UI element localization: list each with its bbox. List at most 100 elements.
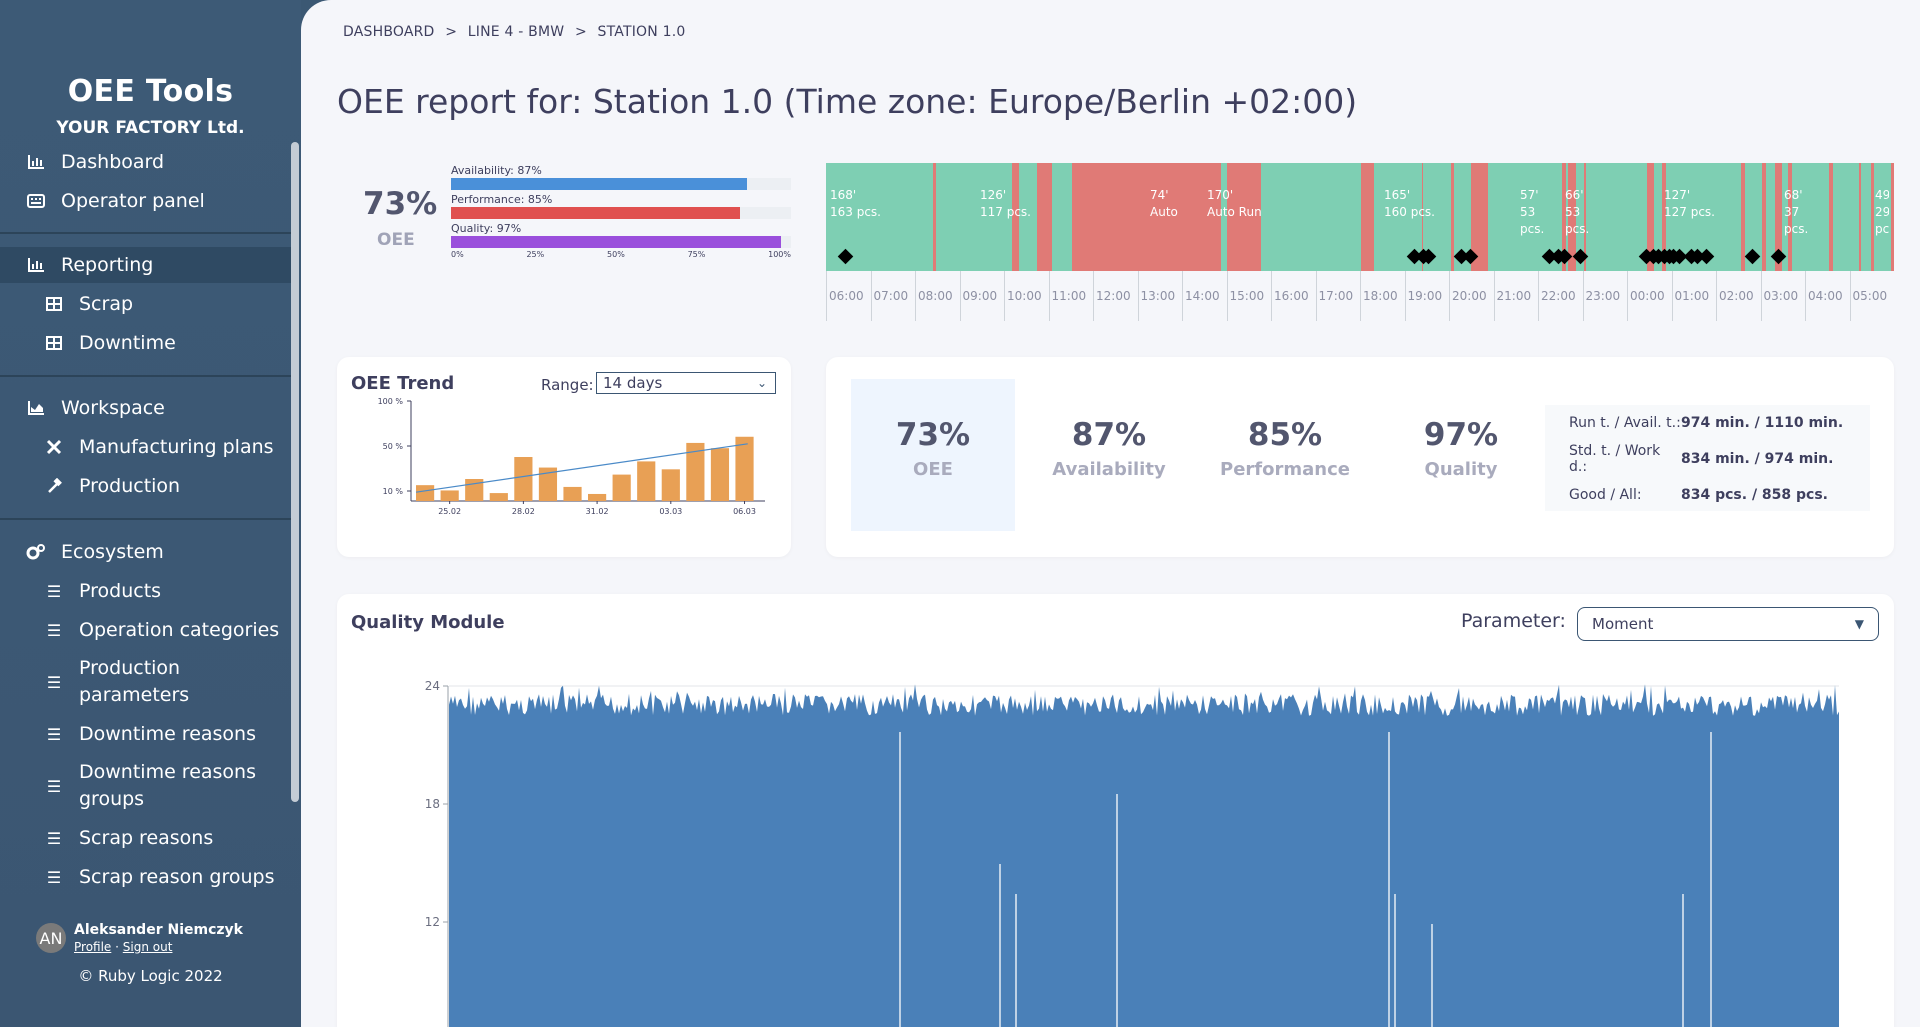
sidebar-item-scrap-reasons[interactable]: ☰ Scrap reasons <box>0 820 292 856</box>
timeline-run-segment[interactable] <box>1745 163 1762 271</box>
timeline-run-segment[interactable] <box>1861 163 1871 271</box>
profile-link[interactable]: Profile <box>74 940 112 954</box>
sidebar-item-scrap[interactable]: Scrap <box>0 286 292 322</box>
timeline-run-segment[interactable] <box>1833 163 1859 271</box>
sidebar-item-manufacturing-plans[interactable]: Manufacturing plans <box>0 429 292 465</box>
timeline-hour-label: 13:00 <box>1140 289 1176 303</box>
timeline-downtime-segment[interactable] <box>1741 163 1745 271</box>
sidebar-item-label: Products <box>79 580 162 602</box>
timeline-run-segment[interactable] <box>1792 163 1829 271</box>
timeline-downtime-segment[interactable] <box>1859 163 1861 271</box>
timeline-tick <box>1315 271 1317 321</box>
kpi-label: Availability <box>1052 459 1166 480</box>
trend-bar <box>612 474 631 501</box>
timeline-downtime-segment[interactable] <box>1788 163 1792 271</box>
timeline-run-segment[interactable] <box>1874 163 1891 271</box>
kpi-value: 85% <box>1247 417 1323 453</box>
parameter-select[interactable]: Moment ▼ <box>1577 607 1879 641</box>
timeline-run-segment[interactable] <box>1052 163 1072 271</box>
timeline-downtime-segment[interactable] <box>1647 163 1654 271</box>
timeline-run-segment[interactable] <box>1566 163 1568 271</box>
sidebar-item-downtime-reasons-groups[interactable]: ☰ Downtime reasons groups <box>0 758 292 814</box>
timeline-downtime-segment[interactable] <box>1891 163 1894 271</box>
sidebar-item-production[interactable]: Production <box>0 468 292 504</box>
timeline-run-segment[interactable] <box>1766 163 1775 271</box>
breadcrumb-line[interactable]: LINE 4 - BMW <box>467 24 565 40</box>
timeline-tick <box>1449 271 1450 321</box>
timeline-downtime-segment[interactable] <box>1662 163 1666 271</box>
sidebar-scrollbar[interactable] <box>291 142 299 802</box>
timeline-hour-label: 03:00 <box>1763 289 1799 303</box>
trend-bar <box>563 486 582 501</box>
sign-out-link[interactable]: Sign out <box>122 940 173 954</box>
user-panel: AN Aleksander Niemczyk Profile · Sign ou… <box>36 922 243 954</box>
sidebar-item-label: Scrap <box>79 293 134 315</box>
sidebar-item-downtime[interactable]: Downtime <box>0 325 292 361</box>
trend-line <box>415 443 748 493</box>
sidebar-item-label: Downtime <box>79 332 176 354</box>
timeline-run-segment[interactable] <box>1261 163 1361 271</box>
trend-y-tick-label: 100 % <box>378 397 404 406</box>
sidebar-item-scrap-reason-groups[interactable]: ☰ Scrap reason groups <box>0 859 292 895</box>
timeline-downtime-segment[interactable] <box>1361 163 1374 271</box>
timeline-downtime-segment[interactable] <box>1562 163 1566 271</box>
sidebar-item-products[interactable]: ☰ Products <box>0 573 292 609</box>
production-timeline[interactable]: 168' 163 pcs. 126' 117 pcs. 74' Auto 170' Au… <box>826 163 1894 271</box>
timeline-downtime-segment[interactable] <box>1871 163 1874 271</box>
timeline-run-segment[interactable] <box>1019 163 1037 271</box>
timeline-run-segment[interactable] <box>1782 163 1788 271</box>
range-select[interactable]: 14 days ⌄ <box>596 372 776 394</box>
timeline-downtime-segment[interactable] <box>1568 163 1576 271</box>
timeline-downtime-segment[interactable] <box>1037 163 1052 271</box>
sidebar-item-label: Scrap reason groups <box>79 866 275 888</box>
timeline-run-segment[interactable] <box>1586 163 1647 271</box>
timeline-run-segment[interactable] <box>1454 163 1471 271</box>
range-select-value: 14 days <box>603 374 663 392</box>
timeline-hour-label: 19:00 <box>1407 289 1443 303</box>
avatar[interactable]: AN <box>36 923 66 953</box>
sidebar-item-operator-panel[interactable]: Operator panel <box>0 183 292 219</box>
trend-bar <box>538 467 558 501</box>
timeline-tick <box>1671 271 1673 321</box>
timeline-downtime-segment[interactable] <box>933 163 936 271</box>
sidebar-item-operation-categories[interactable]: ☰ Operation categories <box>0 612 292 648</box>
sidebar-item-dashboard[interactable]: Dashboard <box>0 144 292 180</box>
kpi-label: Quality <box>1424 459 1498 480</box>
timeline-downtime-segment[interactable] <box>1584 163 1586 271</box>
timeline-downtime-segment[interactable] <box>1227 163 1261 271</box>
user-name: Aleksander Niemczyk <box>74 922 243 938</box>
timeline-downtime-segment[interactable] <box>1072 163 1221 271</box>
sidebar-item-ecosystem[interactable]: Ecosystem <box>0 534 292 570</box>
timeline-downtime-segment[interactable] <box>1451 163 1454 271</box>
sidebar-item-reporting[interactable]: Reporting <box>0 247 292 283</box>
timeline-run-segment[interactable] <box>1654 163 1662 271</box>
sidebar-item-downtime-reasons[interactable]: ☰ Downtime reasons <box>0 716 292 752</box>
quality-chart: 24 18 12 <box>425 679 1839 1027</box>
sidebar-item-label: Ecosystem <box>61 541 164 563</box>
sidebar-item-workspace[interactable]: Workspace <box>0 390 292 426</box>
timeline-run-segment[interactable] <box>936 163 1012 271</box>
sidebar-item-production-parameters[interactable]: ☰ Production parameters <box>0 654 292 710</box>
kpi-card: 73% OEE 87% Availability 85% Performance… <box>826 357 1894 557</box>
timeline-hour-label: 14:00 <box>1185 289 1220 303</box>
timeline-run-segment[interactable] <box>1221 163 1227 271</box>
kpi-value: 73% <box>895 417 971 453</box>
timeline-downtime-segment[interactable] <box>1012 163 1019 271</box>
gears-icon <box>25 541 47 563</box>
timeline-tick <box>1137 271 1139 321</box>
timeline-tick <box>1716 271 1717 321</box>
availability-bar-fill <box>451 178 747 190</box>
bar-scale: 0% 25% 50% 75% 100% <box>451 250 791 259</box>
breadcrumb-dashboard[interactable]: DASHBOARD <box>343 24 435 40</box>
timeline-run-segment[interactable] <box>1576 163 1584 271</box>
table-icon <box>43 332 65 354</box>
kpi-label: OEE <box>913 459 953 480</box>
timeline-downtime-segment[interactable] <box>1762 163 1766 271</box>
timeline-downtime-segment[interactable] <box>1422 163 1423 271</box>
list-icon: ☰ <box>46 581 62 601</box>
kpi-label: Performance <box>1220 459 1350 480</box>
timeline-downtime-segment[interactable] <box>1775 163 1782 271</box>
trend-bar <box>514 457 533 501</box>
timeline-downtime-segment[interactable] <box>1829 163 1833 271</box>
timeline-downtime-segment[interactable] <box>1471 163 1488 271</box>
